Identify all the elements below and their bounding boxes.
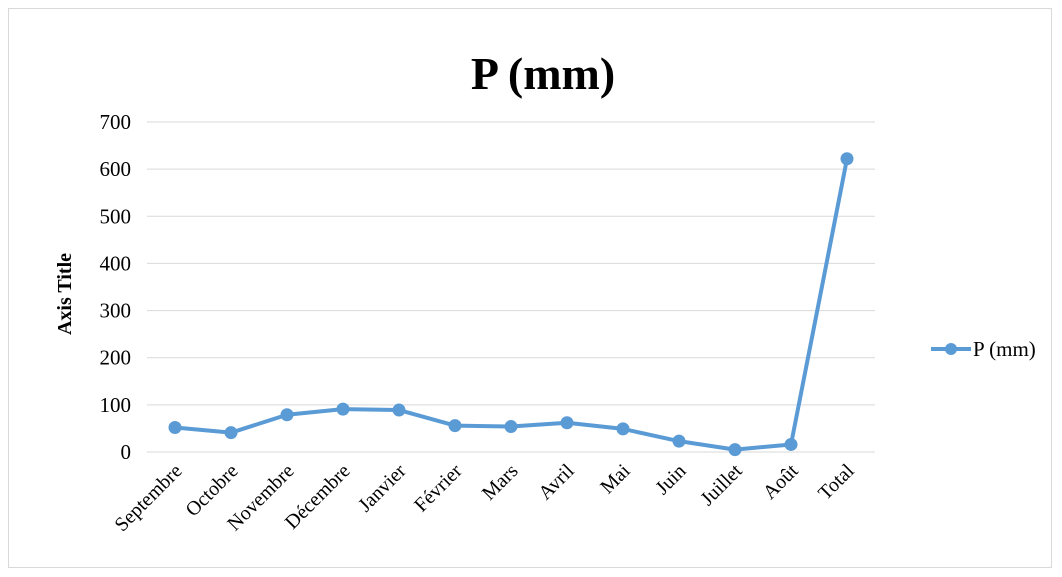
- chart-container: P (mm) Axis Title 0 100 200 300 400 500 600 700…: [8, 8, 1052, 568]
- y-tick-label: 300: [100, 299, 132, 323]
- data-point: [168, 420, 182, 434]
- x-tick-label: Total: [814, 460, 859, 505]
- x-tick-label: Janvier: [354, 460, 411, 517]
- data-point: [616, 422, 630, 436]
- series-line: [174, 158, 849, 452]
- gridlines: [147, 121, 875, 453]
- x-tick-label: Avril: [534, 460, 579, 505]
- legend: P (mm): [931, 337, 1036, 361]
- legend-label: P (mm): [973, 337, 1036, 361]
- line-chart: P (mm) Axis Title 0 100 200 300 400 500 600 700…: [54, 48, 1036, 536]
- series-layer: [168, 152, 854, 457]
- y-tick-label: 100: [100, 393, 132, 417]
- data-point: [672, 434, 686, 448]
- y-tick-label: 200: [100, 346, 132, 370]
- y-tick-label: 600: [100, 157, 132, 181]
- data-point: [728, 443, 742, 457]
- y-tick-label: 700: [100, 110, 132, 134]
- x-tick-label: Juillet: [696, 460, 746, 510]
- data-point: [280, 408, 294, 422]
- y-tick-label: 500: [100, 204, 132, 228]
- x-tick-label: Septembre: [110, 460, 186, 536]
- y-tick-label: 400: [100, 251, 132, 275]
- data-point: [784, 437, 798, 451]
- x-tick-label: Mai: [596, 460, 635, 499]
- x-tick-label: Février: [410, 460, 467, 517]
- x-tick-label: Août: [759, 460, 803, 504]
- legend-dot-marker: [945, 343, 957, 355]
- data-point: [560, 416, 574, 430]
- x-tick-label: Juin: [651, 460, 690, 499]
- chart-title: P (mm): [471, 48, 615, 99]
- data-point: [336, 402, 350, 416]
- x-tick-label: Mars: [478, 460, 523, 505]
- data-point: [504, 420, 518, 434]
- y-axis-ticks: 0 100 200 300 400 500 600 700: [100, 110, 132, 464]
- y-axis-title: Axis Title: [54, 253, 76, 335]
- data-point: [392, 403, 406, 417]
- y-tick-label: 0: [121, 440, 132, 464]
- data-point: [840, 152, 854, 166]
- data-point: [448, 419, 462, 433]
- data-point: [224, 426, 238, 440]
